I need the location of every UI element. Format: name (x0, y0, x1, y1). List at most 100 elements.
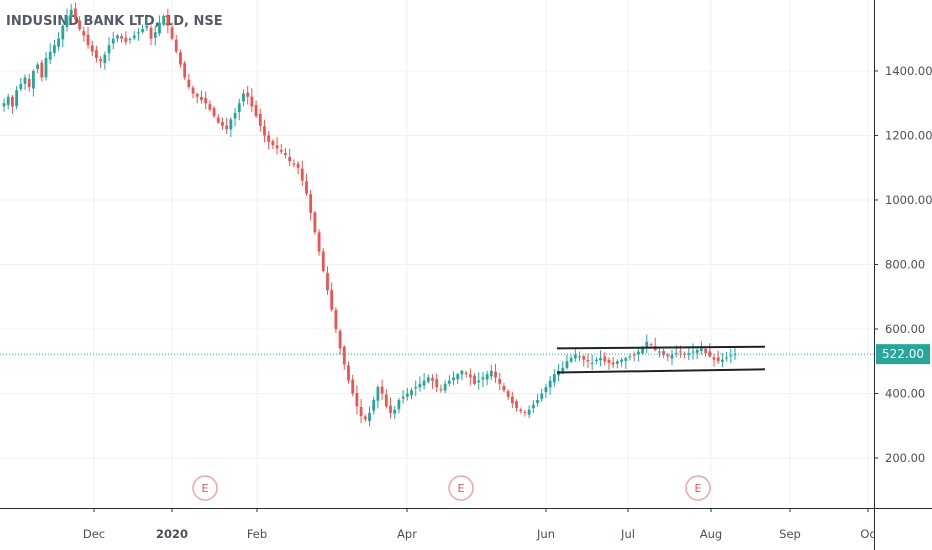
candle-body (578, 356, 581, 358)
candle-body (86, 34, 90, 46)
candle-body (502, 386, 506, 391)
candle-body (216, 117, 220, 123)
candle-body (107, 45, 111, 54)
candle-body (90, 45, 94, 52)
candle-body (174, 39, 178, 52)
candle-body (284, 152, 287, 155)
candle-body (368, 412, 371, 421)
y-tick-label: 800.00 (885, 257, 925, 271)
candle-body (128, 38, 132, 40)
x-tick-label: Aug (700, 527, 722, 541)
candle-body (704, 348, 707, 354)
candle-body (158, 22, 161, 34)
candle-body (678, 351, 682, 353)
candle-body (435, 379, 439, 388)
x-tick-label: Dec (83, 527, 105, 541)
candle-body (552, 374, 556, 383)
candle-body (565, 361, 569, 368)
candle-body (636, 351, 640, 355)
candle-body (414, 387, 418, 389)
candle-body (292, 163, 296, 165)
candle-body (271, 140, 275, 146)
earnings-label: E (695, 482, 702, 495)
candle-body (145, 25, 149, 28)
candle-body (254, 104, 258, 117)
candle-body (506, 391, 510, 397)
candle-body (149, 27, 153, 39)
candle-body (250, 96, 254, 107)
candle-body (204, 98, 208, 104)
candle-body (674, 353, 678, 355)
candle-body (36, 64, 40, 69)
y-tick-label: 1400.00 (885, 64, 932, 78)
candle-body (473, 375, 476, 384)
candle-body (599, 358, 602, 361)
candle-body (624, 358, 628, 361)
candle-body (57, 38, 61, 47)
candle-body (670, 354, 674, 359)
price-tag-label: 522.00 (882, 347, 924, 361)
earnings-marker[interactable]: E (192, 475, 218, 501)
x-tick-label: 2020 (156, 527, 188, 541)
candle-body (695, 349, 699, 353)
candle-body (208, 104, 212, 110)
candle-body (422, 380, 426, 386)
candle-body (309, 194, 313, 213)
last-price-tag: 522.00 (876, 344, 930, 365)
candle-body (443, 383, 447, 391)
candle-body (397, 399, 401, 410)
candle-body (326, 272, 329, 291)
candle-body (523, 412, 527, 414)
candle-body (191, 87, 195, 94)
candle-body (632, 354, 636, 356)
candle-body (124, 37, 128, 42)
earnings-marker[interactable]: E (685, 475, 711, 501)
candle-body (666, 354, 670, 357)
candle-body (645, 341, 649, 348)
candle-body (120, 36, 124, 39)
candle-body (725, 357, 728, 359)
candle-body (74, 8, 77, 20)
candle-body (53, 45, 56, 53)
candle-body (347, 365, 350, 381)
channel-line[interactable] (556, 368, 766, 374)
x-tick-label: Feb (247, 527, 267, 541)
candle-body (99, 59, 103, 62)
candle-body (78, 20, 82, 30)
channel-lines[interactable] (556, 345, 766, 374)
candle-body (82, 31, 86, 36)
candle-body (263, 126, 266, 136)
candle-body (19, 83, 23, 90)
candle-body (65, 16, 69, 27)
candle-body (275, 145, 279, 149)
candle-body (267, 135, 271, 142)
candle-body (691, 351, 695, 353)
candle-body (586, 359, 590, 362)
candle-body (32, 70, 35, 89)
candle-body (620, 359, 623, 362)
candle-body (603, 356, 607, 362)
candle-body (258, 113, 262, 126)
channel-line[interactable] (556, 345, 766, 350)
candle-body (111, 38, 115, 44)
candle-body (628, 356, 632, 358)
candle-body (296, 163, 300, 168)
x-tick-label: Jun (536, 527, 555, 541)
candle-body (515, 401, 518, 409)
candle-body (61, 25, 65, 40)
candle-body (321, 251, 325, 271)
candle-body (519, 409, 523, 412)
x-tick-label: Oc (860, 527, 875, 541)
earnings-marker[interactable]: E (448, 475, 474, 501)
candle-body (166, 15, 170, 26)
candle-body (527, 409, 531, 415)
candle-body (187, 79, 191, 88)
candle-body (426, 377, 430, 382)
candle-body (456, 374, 460, 380)
candle-body (418, 383, 422, 388)
candle-body (641, 348, 644, 354)
candle-body (170, 27, 174, 39)
candle-body (11, 96, 14, 107)
